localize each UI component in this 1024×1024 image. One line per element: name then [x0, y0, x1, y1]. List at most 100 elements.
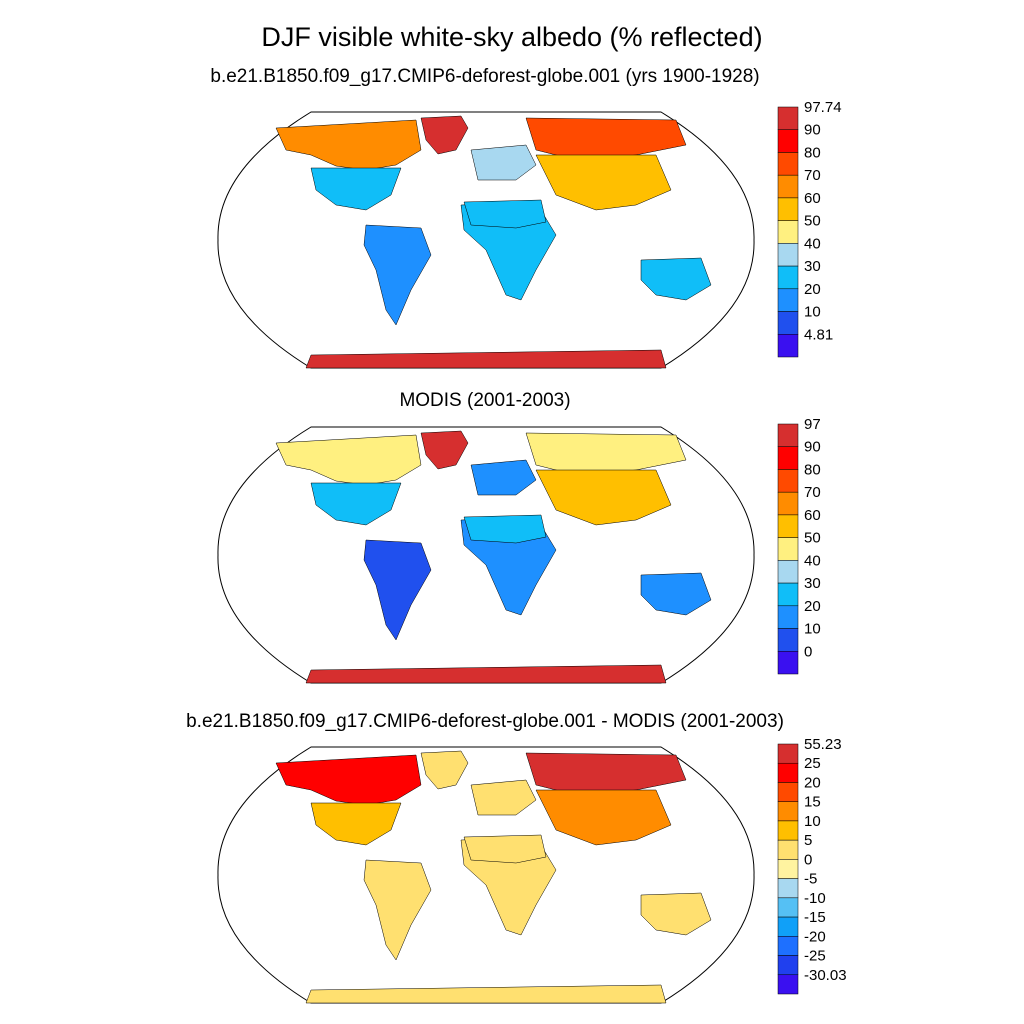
colorbar-tick-label: -20 [804, 928, 826, 945]
colorbar-swatch [777, 651, 799, 675]
colorbar-tick-label: -25 [804, 948, 826, 965]
region-south-america [363, 224, 432, 326]
colorbar-swatch [777, 197, 799, 221]
colorbar-swatch [777, 605, 799, 629]
colorbar-swatch [777, 311, 799, 335]
colorbar-swatch [777, 265, 799, 290]
region-south-america [363, 859, 432, 961]
region-asia [535, 469, 672, 526]
colorbar-tick-label: -5 [804, 871, 817, 888]
colorbar-tick-label: -10 [804, 890, 826, 907]
colorbar-tick-label: 97 [804, 416, 821, 433]
figure-title: DJF visible white-sky albedo (% reflecte… [261, 22, 763, 52]
panel-3-title: b.e21.B1850.f09_g17.CMIP6-deforest-globe… [186, 711, 784, 732]
region-greenland [420, 750, 469, 790]
colorbar-swatch [777, 801, 799, 822]
colorbar-tick-label: 20 [804, 774, 821, 791]
region-usa [310, 482, 402, 526]
colorbar-swatch [777, 897, 799, 918]
colorbar-swatch [777, 859, 799, 879]
panel-3-map [217, 746, 755, 1004]
colorbar-tick-label: 70 [804, 167, 821, 184]
region-sahara [463, 514, 547, 544]
colorbar-tick-label: 90 [804, 439, 821, 456]
colorbar-tick-label: 30 [804, 575, 821, 592]
panel-2-colorbar: 97 90 80 70 60 50 40 30 20 10 0 [776, 416, 856, 699]
region-asia [535, 789, 672, 846]
colorbar-swatch [777, 469, 799, 493]
region-europe [470, 779, 537, 816]
region-europe [470, 144, 537, 181]
colorbar-swatch [777, 288, 799, 312]
colorbar-swatch [777, 220, 799, 244]
panel-2-title: MODIS (2001-2003) [399, 390, 571, 411]
colorbar-tick-label: 10 [804, 304, 821, 321]
colorbar-tick-label: 90 [804, 122, 821, 139]
colorbar-tick-label: 97.74 [804, 99, 842, 116]
colorbar-tick-label: 80 [804, 461, 821, 478]
panel-1-colorbar: 97.74 90 80 70 60 50 40 30 20 10 4.81 [776, 99, 856, 382]
region-asia [535, 154, 672, 211]
colorbar-swatch [777, 820, 799, 841]
colorbar-swatch [777, 839, 799, 860]
colorbar-tick-label: 20 [804, 281, 821, 298]
colorbar-tick-label: 15 [804, 794, 821, 811]
colorbar-tick-label: 70 [804, 484, 821, 501]
colorbar-swatch [777, 743, 799, 764]
colorbar-swatch [777, 560, 799, 584]
colorbar-tick-label: 80 [804, 144, 821, 161]
colorbar-swatch [777, 582, 799, 607]
colorbar-swatch [777, 955, 799, 976]
colorbar-swatch [777, 243, 799, 267]
region-greenland [420, 115, 469, 155]
colorbar-swatch [777, 106, 799, 130]
colorbar-swatch [777, 537, 799, 561]
colorbar-tick-label: 4.81 [804, 326, 833, 343]
region-antarctica [305, 984, 667, 1004]
colorbar-tick-label: 55.23 [804, 736, 842, 753]
colorbar-swatch [777, 491, 799, 516]
colorbar-swatch [777, 936, 799, 956]
region-sahara [463, 834, 547, 864]
colorbar-tick-label: 50 [804, 530, 821, 547]
colorbar-swatch [777, 129, 799, 153]
colorbar-tick-label: 0 [804, 643, 812, 660]
region-greenland [420, 430, 469, 470]
colorbar-tick-label: 5 [804, 832, 812, 849]
colorbar-tick-label: 60 [804, 507, 821, 524]
panel-2-map [217, 426, 755, 684]
region-australia [640, 257, 712, 301]
colorbar-tick-label: 20 [804, 598, 821, 615]
region-australia [640, 572, 712, 616]
colorbar-swatch [777, 446, 799, 470]
colorbar-tick-label: 60 [804, 190, 821, 207]
colorbar-swatch [777, 174, 799, 199]
region-australia [640, 892, 712, 936]
colorbar-swatch [777, 334, 799, 358]
colorbar-tick-label: 25 [804, 755, 821, 772]
colorbar-swatch [777, 878, 799, 899]
colorbar-tick-label: 50 [804, 213, 821, 230]
region-sahara [463, 199, 547, 229]
colorbar-tick-label: 10 [804, 621, 821, 638]
colorbar-tick-label: 30 [804, 258, 821, 275]
colorbar-swatch [777, 762, 799, 783]
region-south-america [363, 539, 432, 641]
colorbar-swatch [777, 514, 799, 538]
colorbar-swatch [777, 628, 799, 652]
panel-1-title: b.e21.B1850.f09_g17.CMIP6-deforest-globe… [210, 66, 760, 87]
colorbar-tick-label: 10 [804, 813, 821, 830]
colorbar-swatch [777, 974, 799, 995]
region-antarctica [305, 349, 667, 369]
colorbar-tick-label: 0 [804, 851, 812, 868]
colorbar-tick-label: -15 [804, 909, 826, 926]
region-usa [310, 167, 402, 211]
colorbar-swatch [777, 423, 799, 447]
colorbar-swatch [777, 152, 799, 176]
colorbar-swatch [777, 782, 799, 802]
colorbar-tick-label: 40 [804, 235, 821, 252]
colorbar-tick-label: 40 [804, 552, 821, 569]
colorbar-tick-label: -30.03 [804, 967, 847, 984]
region-usa [310, 802, 402, 846]
panel-3-colorbar: 55.23 25 20 15 10 5 0 -5 -10 -15 -20 -25 -30.03 [776, 736, 856, 1019]
